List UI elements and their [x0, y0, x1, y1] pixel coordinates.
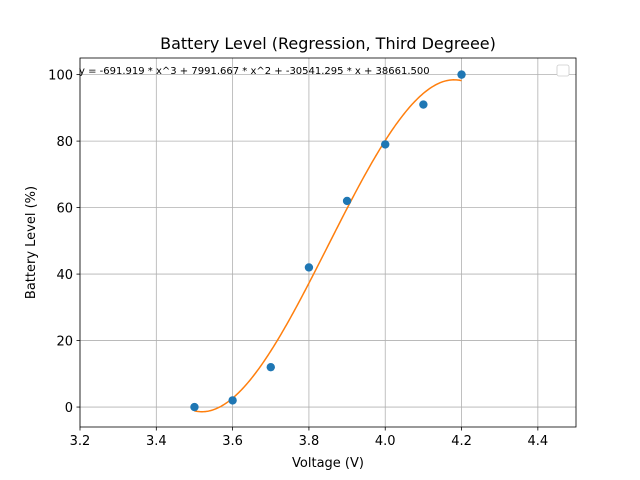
data-point-5 — [381, 140, 390, 149]
chart-title: Battery Level (Regression, Third Degreee… — [160, 34, 496, 53]
equation-annotation: y = -691.919 * x^3 + 7991.667 * x^2 + -3… — [79, 66, 430, 77]
y-tick-label-1: 20 — [56, 335, 73, 350]
data-point-0 — [190, 402, 199, 412]
plot-background — [80, 58, 576, 427]
x-axis-label: Voltage (V) — [292, 456, 364, 471]
x-tick-label-3: 3.8 — [299, 434, 320, 449]
data-points — [190, 70, 466, 412]
x-tick-label-6: 4.4 — [528, 434, 549, 449]
x-tick-label-2: 3.6 — [222, 434, 243, 449]
y-tick-label-2: 40 — [56, 268, 73, 283]
y-tick-label-0: 0 — [65, 401, 73, 416]
data-point-6 — [419, 100, 428, 109]
axis-ticks: 3.2 3.4 3.6 3.8 4.0 4.2 4.4 0 20 40 60 80 100 — [48, 69, 548, 449]
x-tick-label-0: 3.2 — [70, 434, 91, 449]
x-tick-label-1: 3.4 — [146, 434, 167, 449]
data-point-1 — [228, 396, 237, 405]
data-point-2 — [266, 362, 275, 372]
y-tick-label-4: 80 — [56, 135, 73, 150]
y-tick-label-3: 60 — [56, 202, 73, 217]
data-point-7 — [457, 70, 466, 79]
plot-area: 3.2 3.4 3.6 3.8 4.0 4.2 4.4 0 20 40 60 80 100 y = -6… — [48, 57, 577, 449]
x-tick-label-5: 4.2 — [451, 434, 472, 449]
plot-frame — [79, 57, 577, 428]
grid-lines — [79, 58, 576, 427]
y-tick-label-5: 100 — [48, 69, 73, 84]
legend-box — [556, 64, 570, 77]
x-tick-label-4: 4.0 — [375, 434, 396, 449]
regression-fit-line — [194, 79, 462, 413]
data-point-4 — [342, 196, 352, 206]
y-axis-label: Battery Level (%) — [24, 186, 39, 299]
data-point-3 — [304, 263, 314, 272]
